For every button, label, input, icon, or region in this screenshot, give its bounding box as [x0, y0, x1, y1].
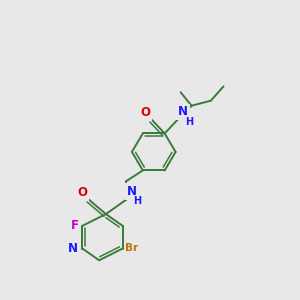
Text: N: N — [127, 185, 137, 198]
Text: H: H — [185, 117, 193, 127]
Text: H: H — [134, 196, 142, 206]
Text: O: O — [77, 186, 87, 199]
Text: F: F — [71, 219, 79, 232]
Text: N: N — [68, 242, 78, 255]
Text: Br: Br — [125, 243, 138, 253]
Text: N: N — [178, 105, 188, 118]
Text: O: O — [140, 106, 150, 119]
